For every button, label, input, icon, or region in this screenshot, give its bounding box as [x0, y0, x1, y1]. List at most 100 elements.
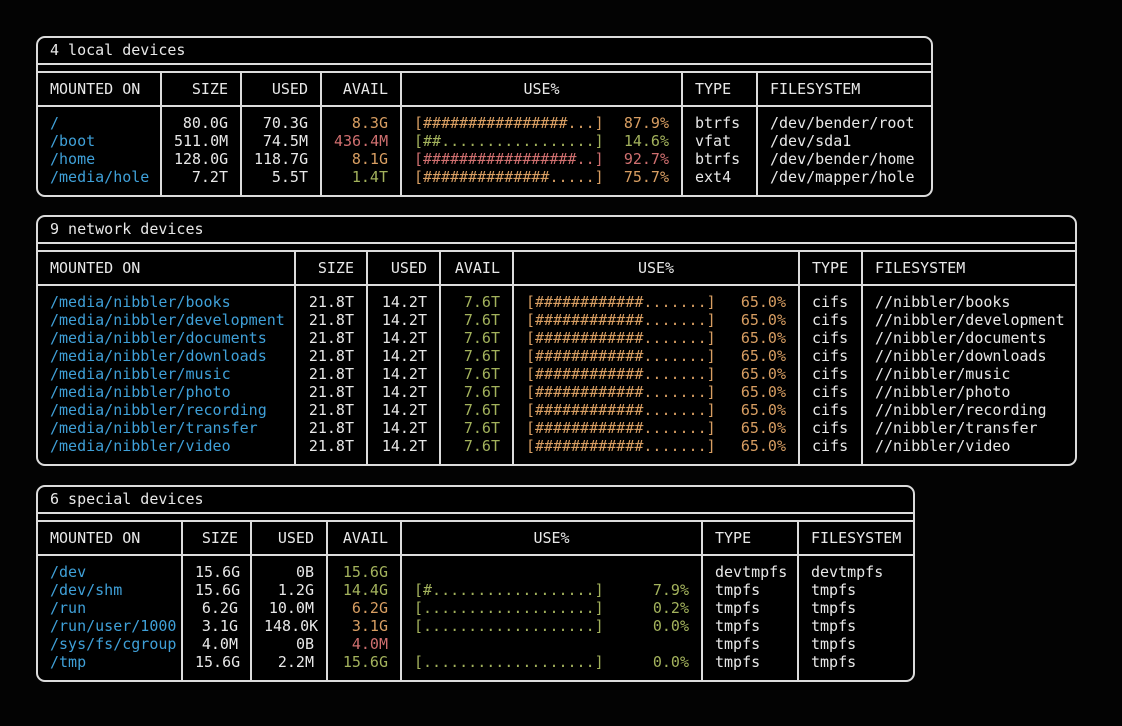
cell-filesystem: //nibbler/transfer [861, 419, 1075, 437]
cell-filesystem: devtmpfs [797, 555, 913, 581]
device-row: /sys/fs/cgroup 4.0M 0B 4.0M tmpfs tmpfs [38, 635, 913, 653]
column-header-use-: USE% [400, 72, 682, 107]
device-row: /run 6.2G 10.0M 6.2G [...................] 0.… [38, 599, 913, 617]
cell-type: devtmpfs [701, 555, 798, 581]
cell-used: 14.2T [366, 285, 440, 311]
column-header-used: USED [250, 521, 327, 556]
usage-indicator: [...................] 0.0% [414, 617, 689, 635]
cell-mounted-on: /dev [50, 563, 87, 581]
cell-type: cifs [798, 285, 862, 311]
usage-percent: 87.9% [623, 114, 669, 132]
cell-use-percent: [#..................] 7.9% [400, 581, 702, 599]
cell-use-percent: [################...] 87.9% [400, 106, 682, 132]
usage-bar: [...................] [414, 599, 604, 617]
usage-indicator: [...................] 0.2% [414, 599, 689, 617]
usage-indicator: [############.......] 65.0% [526, 311, 786, 329]
cell-used: 118.7G [240, 150, 321, 168]
cell-type: cifs [798, 329, 862, 347]
usage-indicator: [############.......] 65.0% [526, 365, 786, 383]
column-header-type: TYPE [798, 251, 862, 286]
usage-percent: 75.7% [623, 168, 669, 186]
cell-use-percent: [############.......] 65.0% [512, 347, 799, 365]
column-header-avail: AVAIL [439, 251, 513, 286]
cell-avail: 4.0M [326, 635, 401, 653]
usage-percent: 7.9% [652, 581, 689, 599]
cell-size: 21.8T [294, 383, 367, 401]
cell-avail: 15.6G [326, 555, 401, 581]
usage-percent: 65.0% [740, 419, 786, 437]
cell-size: 3.1G [181, 617, 251, 635]
panel-title-special-devices: 6 special devices [38, 487, 913, 514]
cell-mounted-on: /boot [50, 132, 96, 150]
cell-size: 21.8T [294, 419, 367, 437]
cell-size: 21.8T [294, 311, 367, 329]
header-row: MOUNTED ON SIZE USED AVAIL USE% TYPE FILESYSTE… [38, 521, 913, 556]
usage-bar: [#################..] [414, 150, 604, 168]
usage-indicator: [#################..] 92.7% [414, 150, 669, 168]
cell-use-percent: [##.................] 14.6% [400, 132, 682, 150]
cell-filesystem: //nibbler/development [861, 311, 1075, 329]
cell-type: cifs [798, 365, 862, 383]
cell-avail: 14.4G [326, 581, 401, 599]
cell-filesystem: //nibbler/documents [861, 329, 1075, 347]
cell-used: 148.0K [250, 617, 327, 635]
cell-used: 14.2T [366, 311, 440, 329]
cell-mounted-on: /home [50, 150, 96, 168]
device-row: /media/nibbler/books 21.8T 14.2T 7.6T [#####… [38, 285, 1075, 311]
cell-avail: 6.2G [326, 599, 401, 617]
cell-used: 5.5T [240, 168, 321, 195]
device-row: /media/nibbler/development 21.8T 14.2T 7.6T… [38, 311, 1075, 329]
column-header-filesystem: FILESYSTEM [861, 251, 1075, 286]
cell-use-percent: [############.......] 65.0% [512, 437, 799, 464]
cell-size: 21.8T [294, 347, 367, 365]
network-devices-panel: 9 network devices MOUNTED ON SIZE USED AVAI… [36, 215, 1077, 466]
cell-size: 511.0M [160, 132, 241, 150]
cell-use-percent: [##############.....] 75.7% [400, 168, 682, 195]
cell-type: tmpfs [701, 617, 798, 635]
cell-type: tmpfs [701, 653, 798, 680]
cell-type: cifs [798, 383, 862, 401]
cell-mounted-on: /dev/shm [50, 581, 123, 599]
cell-used: 0B [250, 555, 327, 581]
cell-type: cifs [798, 401, 862, 419]
device-row: /tmp 15.6G 2.2M 15.6G [...................] 0… [38, 653, 913, 680]
cell-type: tmpfs [701, 581, 798, 599]
usage-percent: 65.0% [740, 311, 786, 329]
cell-avail: 7.6T [439, 329, 513, 347]
usage-bar: [############.......] [526, 383, 716, 401]
cell-size: 21.8T [294, 365, 367, 383]
usage-bar: [############.......] [526, 347, 716, 365]
cell-size: 7.2T [160, 168, 241, 195]
cell-size: 6.2G [181, 599, 251, 617]
cell-type: cifs [798, 437, 862, 464]
cell-size: 15.6G [181, 555, 251, 581]
device-row: /media/nibbler/music 21.8T 14.2T 7.6T [#####… [38, 365, 1075, 383]
column-header-used: USED [240, 72, 321, 107]
special-devices-body: /dev 15.6G 0B 15.6G devtmpfs devtmpfs/dev/shm… [38, 555, 913, 680]
cell-mounted-on: /media/nibbler/video [50, 437, 231, 455]
cell-avail: 7.6T [439, 285, 513, 311]
column-header-mounted-on: MOUNTED ON [38, 521, 182, 556]
cell-avail: 7.6T [439, 347, 513, 365]
device-row: /media/nibbler/photo 21.8T 14.2T 7.6T [#####… [38, 383, 1075, 401]
cell-mounted-on: /media/nibbler/books [50, 293, 231, 311]
column-header-mounted-on: MOUNTED ON [38, 72, 161, 107]
device-row: /boot 511.0M 74.5M 436.4M [##...............… [38, 132, 931, 150]
usage-indicator: [############.......] 65.0% [526, 437, 786, 455]
cell-use-percent: [############.......] 65.0% [512, 419, 799, 437]
usage-bar: [#..................] [414, 581, 604, 599]
cell-type: btrfs [681, 150, 757, 168]
device-row: /run/user/1000 3.1G 148.0K 3.1G [...........… [38, 617, 913, 635]
usage-bar: [############.......] [526, 293, 716, 311]
cell-type: ext4 [681, 168, 757, 195]
local-devices-body: / 80.0G 70.3G 8.3G [################...] 87.9… [38, 106, 931, 195]
cell-mounted-on: /media/hole [50, 168, 150, 186]
device-row: /media/nibbler/video 21.8T 14.2T 7.6T [#####… [38, 437, 1075, 464]
cell-mounted-on: /media/nibbler/documents [50, 329, 267, 347]
column-header-avail: AVAIL [326, 521, 401, 556]
cell-mounted-on: /media/nibbler/photo [50, 383, 231, 401]
cell-size: 21.8T [294, 285, 367, 311]
cell-filesystem: /dev/mapper/hole [756, 168, 931, 195]
column-header-size: SIZE [181, 521, 251, 556]
cell-size: 4.0M [181, 635, 251, 653]
